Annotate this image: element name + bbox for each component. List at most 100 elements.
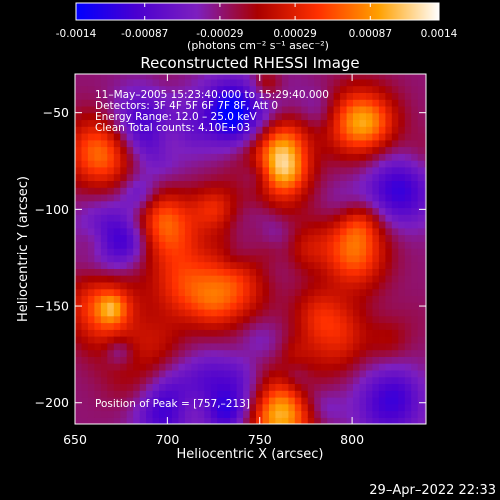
heatmap-cell bbox=[81, 160, 89, 168]
heatmap-cell bbox=[294, 214, 302, 222]
heatmap-cell bbox=[249, 268, 257, 276]
heatmap-cell bbox=[165, 139, 173, 148]
heatmap-cell bbox=[223, 376, 231, 384]
heatmap-cell bbox=[113, 78, 121, 87]
heatmap-cell bbox=[210, 336, 218, 344]
heatmap-cell bbox=[159, 376, 167, 384]
heatmap-cell bbox=[113, 281, 121, 290]
heatmap-cell bbox=[146, 376, 154, 384]
heatmap-cell bbox=[359, 160, 367, 168]
heatmap-cell bbox=[223, 99, 231, 107]
heatmap-cell bbox=[120, 342, 128, 351]
heatmap-cell bbox=[307, 173, 315, 181]
heatmap-cell bbox=[133, 390, 141, 398]
heatmap-cell bbox=[113, 74, 121, 80]
heatmap-cell bbox=[398, 410, 406, 418]
heatmap-cell bbox=[204, 356, 212, 364]
heatmap-cell bbox=[249, 227, 257, 236]
heatmap-cell bbox=[120, 207, 128, 215]
heatmap-cell bbox=[314, 139, 322, 148]
heatmap-cell bbox=[172, 139, 180, 148]
heatmap-cell bbox=[281, 275, 289, 283]
heatmap-cell bbox=[424, 139, 426, 148]
heatmap-cell bbox=[249, 146, 257, 154]
heatmap-cell bbox=[269, 322, 277, 330]
heatmap-cell bbox=[424, 166, 426, 175]
heatmap-cell bbox=[191, 254, 199, 263]
heatmap-cell bbox=[275, 383, 283, 391]
heatmap-cell bbox=[301, 112, 309, 121]
heatmap-cell bbox=[100, 119, 108, 127]
heatmap-cell bbox=[100, 336, 108, 344]
colorbar-tick-label: 0.00087 bbox=[349, 28, 392, 40]
heatmap-cell bbox=[404, 166, 412, 175]
heatmap-cell bbox=[294, 261, 302, 269]
heatmap-cell bbox=[172, 126, 180, 134]
heatmap-cell bbox=[172, 99, 180, 107]
heatmap-cell bbox=[191, 403, 199, 412]
heatmap-cell bbox=[398, 363, 406, 371]
heatmap-cell bbox=[411, 99, 419, 107]
heatmap-cell bbox=[146, 160, 154, 168]
heatmap-cell bbox=[411, 369, 419, 378]
heatmap-cell bbox=[314, 417, 322, 424]
heatmap-cell bbox=[327, 396, 335, 405]
heatmap-cell bbox=[120, 288, 128, 296]
heatmap-cell bbox=[275, 403, 283, 412]
heatmap-cell bbox=[204, 99, 212, 107]
heatmap-cell bbox=[275, 356, 283, 364]
heatmap-cell bbox=[372, 207, 380, 215]
heatmap-cell bbox=[133, 396, 141, 405]
heatmap-cell bbox=[139, 99, 147, 107]
heatmap-cell bbox=[281, 160, 289, 168]
x-tick-label: 800 bbox=[340, 432, 364, 447]
heatmap-cell bbox=[113, 275, 121, 283]
heatmap-cell bbox=[146, 187, 154, 195]
heatmap-cell bbox=[294, 363, 302, 371]
heatmap-cell bbox=[133, 363, 141, 371]
heatmap-cell bbox=[113, 363, 121, 371]
heatmap-cell bbox=[411, 193, 419, 202]
heatmap-cell bbox=[126, 78, 134, 87]
heatmap-cell bbox=[327, 74, 335, 80]
heatmap-cell bbox=[184, 322, 192, 330]
heatmap-cell bbox=[275, 268, 283, 276]
heatmap-cell bbox=[404, 241, 412, 249]
heatmap-cell bbox=[294, 105, 302, 114]
heatmap-cell bbox=[269, 308, 277, 317]
heatmap-cell bbox=[243, 193, 251, 202]
heatmap-cell bbox=[275, 315, 283, 324]
heatmap-cell bbox=[94, 85, 102, 93]
heatmap-cell bbox=[333, 227, 341, 236]
heatmap-cell bbox=[314, 92, 322, 100]
heatmap-cell bbox=[366, 207, 374, 215]
heatmap-cell bbox=[346, 410, 354, 418]
heatmap-cell bbox=[301, 173, 309, 181]
heatmap-cell bbox=[249, 410, 257, 418]
heatmap-cell bbox=[210, 281, 218, 290]
heatmap-cell bbox=[269, 74, 277, 80]
heatmap-cell bbox=[275, 221, 283, 229]
heatmap-cell bbox=[378, 329, 386, 337]
heatmap-cell bbox=[139, 376, 147, 384]
heatmap-cell bbox=[372, 74, 380, 80]
heatmap-cell bbox=[236, 315, 244, 324]
heatmap-cell bbox=[139, 268, 147, 276]
heatmap-cell bbox=[372, 356, 380, 364]
heatmap-cell bbox=[411, 403, 419, 412]
heatmap-cell bbox=[417, 369, 425, 378]
heatmap-cell bbox=[256, 126, 264, 134]
heatmap-cell bbox=[178, 214, 186, 222]
peak-position-label: Position of Peak = [757,–213] bbox=[95, 398, 250, 410]
heatmap-cell bbox=[288, 396, 296, 405]
heatmap-cell bbox=[411, 417, 419, 424]
heatmap-cell bbox=[385, 403, 393, 412]
heatmap-cell bbox=[204, 403, 212, 412]
heatmap-cell bbox=[87, 221, 95, 229]
heatmap-cell bbox=[243, 396, 251, 405]
heatmap-cell bbox=[404, 200, 412, 209]
heatmap-cell bbox=[353, 221, 361, 229]
heatmap-cell bbox=[391, 261, 399, 269]
heatmap-cell bbox=[159, 248, 167, 256]
heatmap-cell bbox=[126, 295, 134, 303]
